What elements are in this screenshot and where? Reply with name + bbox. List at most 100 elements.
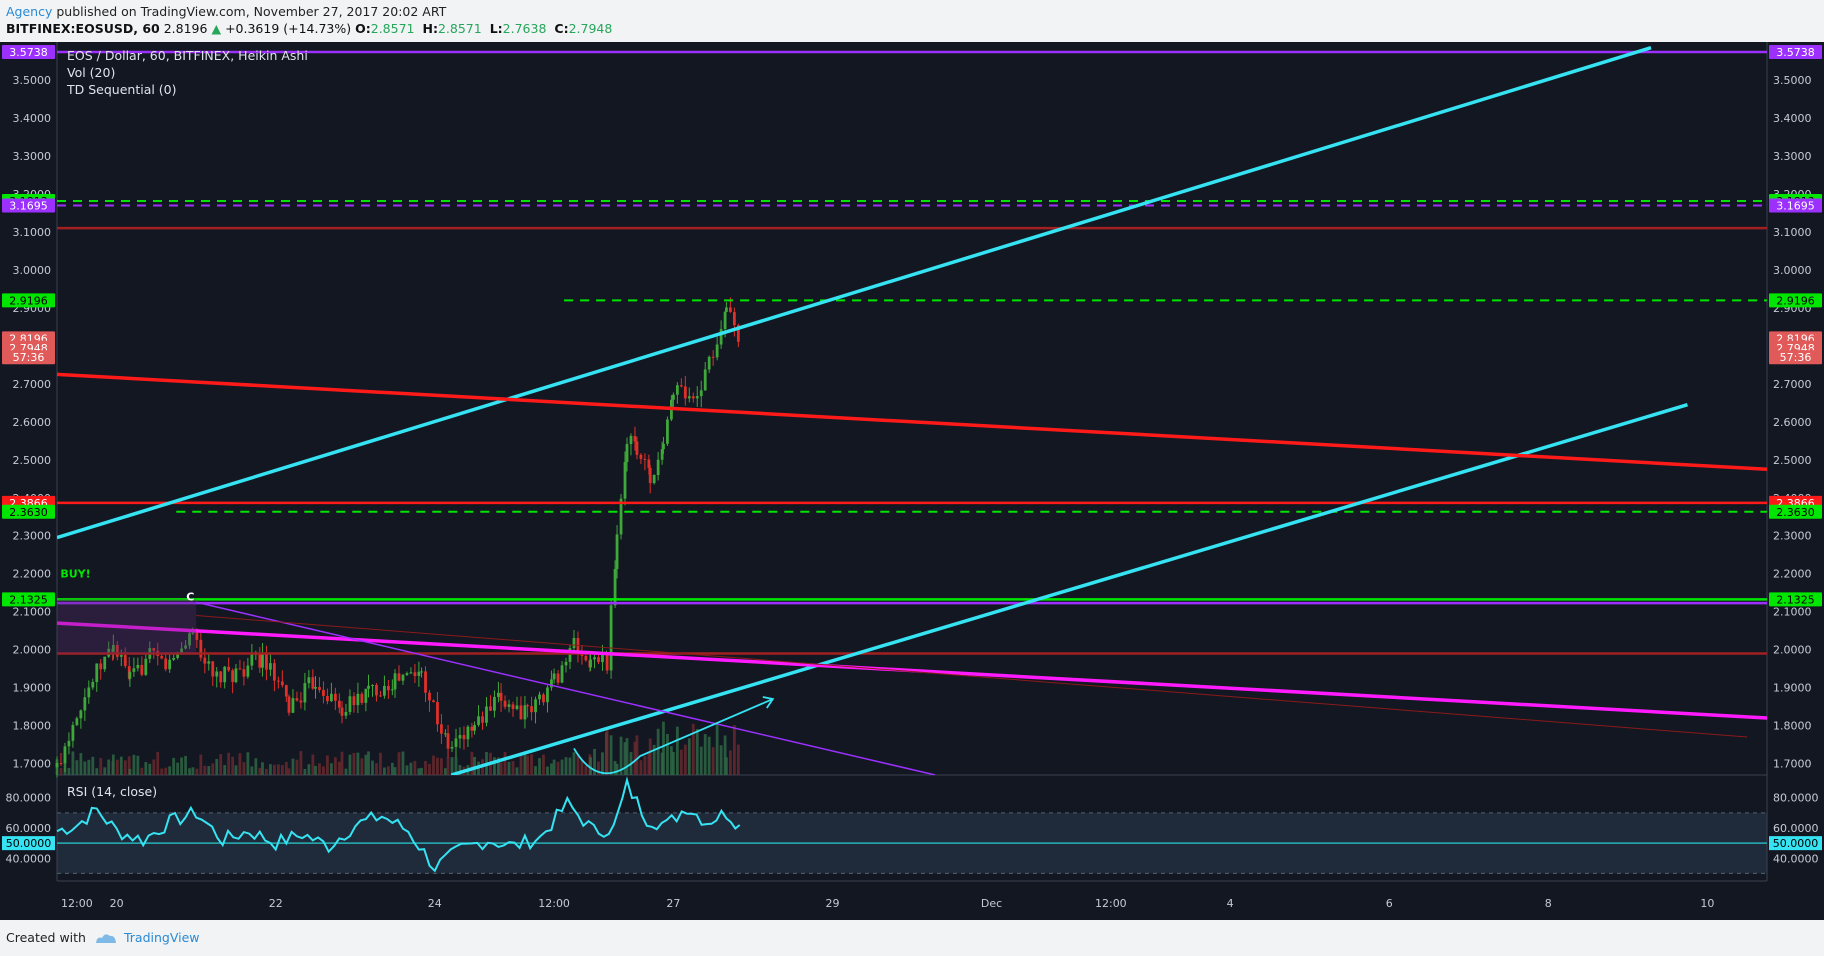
volume-bar xyxy=(589,757,592,775)
trend-line xyxy=(57,46,1652,540)
volume-bar xyxy=(250,766,254,775)
candle-body xyxy=(393,673,397,690)
volume-bar xyxy=(601,752,604,775)
price-tick-label-right: 1.7000 xyxy=(1773,758,1812,771)
volume-bar xyxy=(59,768,63,775)
candle-body xyxy=(446,733,450,749)
level-tag-box xyxy=(2,293,55,308)
volume-bar xyxy=(633,741,637,775)
volume-bar xyxy=(552,759,556,775)
volume-bar xyxy=(136,755,140,775)
volume-bar xyxy=(511,761,515,775)
tradingview-link[interactable]: TradingView xyxy=(94,930,200,945)
horizontal-levels[interactable] xyxy=(57,50,1767,655)
candle-body xyxy=(458,735,462,739)
volume-bar xyxy=(119,756,123,775)
candle-body xyxy=(499,692,503,701)
volume-bar xyxy=(440,758,443,775)
rsi-level-tag-box xyxy=(1769,836,1822,851)
level-tag-label: 2.3630 xyxy=(1776,506,1815,519)
volume-bar xyxy=(652,744,656,775)
volume-bar xyxy=(215,758,219,775)
rsi-tick-label-right: 80.0000 xyxy=(1773,792,1819,805)
candle-body xyxy=(136,664,140,669)
volume-bar xyxy=(91,756,95,775)
volume-bar xyxy=(284,761,288,775)
volume-bar xyxy=(387,766,390,775)
candle-body xyxy=(83,697,87,711)
time-tick-label: 12:00 xyxy=(1095,897,1127,910)
candle-body xyxy=(337,700,341,708)
volume-bar xyxy=(195,768,199,775)
level-tag-box xyxy=(2,504,55,519)
candle-body xyxy=(219,671,223,683)
candle-body xyxy=(375,684,378,696)
candle-body xyxy=(95,663,99,683)
volume-bar xyxy=(71,751,75,775)
volume-bar xyxy=(432,755,435,775)
price-tick-label-left: 1.8000 xyxy=(13,720,52,733)
trend-lines[interactable] xyxy=(57,46,1767,775)
created-with-text: Created with xyxy=(6,930,86,945)
volume-bar xyxy=(99,758,103,775)
time-tick-label: 20 xyxy=(110,897,124,910)
volume-bar xyxy=(405,765,409,775)
candle-body xyxy=(507,704,511,707)
volume-bar xyxy=(593,748,596,775)
volume-bar xyxy=(371,760,374,775)
candle-body xyxy=(330,693,333,702)
time-tick-label: 10 xyxy=(1700,897,1714,910)
candle-body xyxy=(99,663,103,670)
volume-bar xyxy=(330,763,333,775)
candle-body xyxy=(619,498,623,535)
candle-body xyxy=(729,307,732,313)
candle-body xyxy=(550,679,553,688)
volume-bar xyxy=(67,767,71,775)
volume-bar xyxy=(597,761,600,775)
time-tick-label: Dec xyxy=(981,897,1002,910)
price-tick-label-left: 2.1000 xyxy=(13,606,52,619)
volume-bar xyxy=(530,754,533,775)
tradingview-logo-icon xyxy=(95,933,116,943)
candle-body xyxy=(440,724,443,734)
volume-bar xyxy=(568,757,572,775)
volume-bar xyxy=(497,757,500,775)
trend-line xyxy=(57,621,1767,720)
publish-text: published on TradingView.com, November 2… xyxy=(56,4,447,19)
candle-body xyxy=(340,707,344,716)
level-tag-label: 3.5738 xyxy=(1776,46,1815,59)
candle-body xyxy=(152,648,156,651)
chart-annotation: C xyxy=(186,590,194,603)
price-chart[interactable]: BUY! C 1.7000 1.7000 1.8000 1.8000 1.9000 1.90… xyxy=(0,42,1824,920)
candle-body xyxy=(639,454,643,459)
volume-bar xyxy=(164,767,168,775)
candle-body xyxy=(725,307,728,312)
volume-bar xyxy=(291,758,295,775)
price-change: +0.3619 (+14.73%) xyxy=(225,21,352,36)
volume-bar xyxy=(424,760,427,775)
level-tag-box xyxy=(2,44,55,59)
trend-line xyxy=(196,601,936,775)
volume-bar xyxy=(719,745,723,775)
candle-body xyxy=(409,672,413,674)
up-arrow-icon: ▲ xyxy=(211,21,222,36)
candle-body xyxy=(273,663,276,681)
chart-title: EOS / Dollar, 60, BITFINEX, Heikin Ashi xyxy=(67,48,308,63)
rsi-level-tag-label: 50.0000 xyxy=(1773,837,1819,850)
last-price: 2.8196 xyxy=(163,21,208,36)
volume-bar xyxy=(127,756,131,775)
candle-body xyxy=(481,716,484,723)
level-tag-box xyxy=(2,198,55,213)
volume-bar xyxy=(584,765,588,775)
open-label: O: xyxy=(355,21,371,36)
volume-bar xyxy=(168,766,172,775)
candle-body xyxy=(234,668,238,683)
candle-body xyxy=(318,687,321,690)
candle-body xyxy=(538,694,541,700)
price-tick-label-right: 3.3000 xyxy=(1773,150,1812,163)
author-link[interactable]: Agency xyxy=(6,4,53,19)
candle-body xyxy=(719,329,723,345)
candle-body xyxy=(307,677,311,684)
price-tick-label-right: 2.1000 xyxy=(1773,606,1812,619)
volume-bar xyxy=(383,767,386,775)
